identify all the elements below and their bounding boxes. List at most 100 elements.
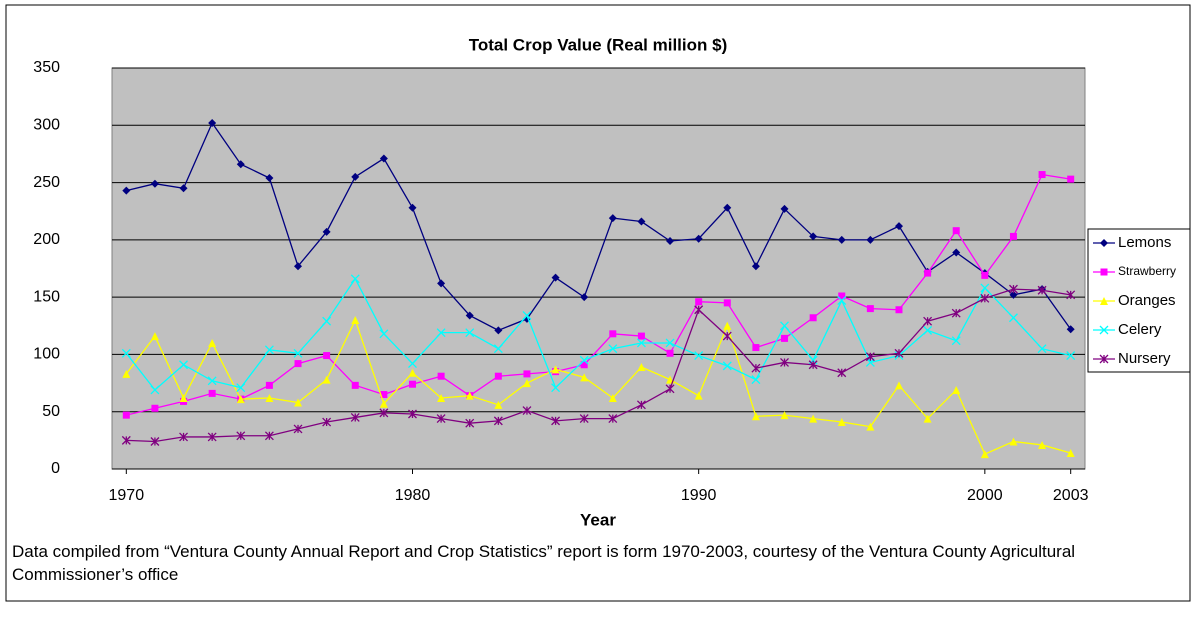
marker bbox=[924, 269, 932, 277]
marker bbox=[1037, 344, 1047, 354]
marker bbox=[723, 321, 732, 330]
marker bbox=[437, 279, 446, 288]
marker bbox=[951, 336, 961, 346]
series-line bbox=[125, 277, 1071, 391]
marker bbox=[781, 334, 789, 342]
marker bbox=[465, 418, 475, 428]
marker bbox=[207, 432, 217, 442]
marker bbox=[1038, 171, 1046, 179]
marker bbox=[351, 316, 360, 325]
marker bbox=[265, 173, 274, 182]
marker bbox=[866, 235, 875, 244]
marker bbox=[1037, 285, 1047, 295]
marker bbox=[408, 368, 417, 377]
marker bbox=[837, 418, 846, 427]
series-line bbox=[125, 318, 1071, 455]
marker bbox=[350, 412, 360, 422]
marker bbox=[695, 298, 703, 306]
marker bbox=[952, 385, 961, 394]
marker bbox=[694, 305, 704, 315]
marker bbox=[322, 417, 332, 427]
marker bbox=[1100, 239, 1108, 247]
marker bbox=[436, 414, 446, 424]
marker bbox=[437, 393, 446, 402]
marker bbox=[923, 316, 933, 326]
marker bbox=[1009, 290, 1018, 299]
marker bbox=[551, 365, 560, 374]
marker bbox=[694, 391, 703, 400]
marker bbox=[780, 204, 789, 213]
marker bbox=[236, 383, 246, 393]
marker bbox=[637, 363, 646, 372]
y-tick-label: 300 bbox=[33, 117, 60, 134]
marker bbox=[264, 431, 274, 441]
marker bbox=[1009, 437, 1018, 446]
marker bbox=[951, 308, 961, 318]
marker bbox=[379, 408, 389, 418]
x-tick-label: 1970 bbox=[109, 487, 145, 504]
marker bbox=[837, 368, 847, 378]
marker bbox=[1100, 297, 1108, 305]
marker bbox=[666, 237, 675, 246]
marker bbox=[408, 203, 417, 212]
marker bbox=[350, 274, 360, 284]
marker bbox=[694, 351, 704, 361]
marker bbox=[751, 262, 760, 271]
marker bbox=[952, 227, 960, 235]
marker bbox=[294, 398, 303, 407]
x-tick-label: 2003 bbox=[1053, 487, 1089, 504]
marker bbox=[666, 349, 674, 357]
marker bbox=[637, 332, 645, 340]
marker bbox=[894, 222, 903, 231]
marker bbox=[694, 234, 703, 243]
marker bbox=[494, 372, 502, 380]
y-tick-label: 100 bbox=[33, 346, 60, 363]
marker bbox=[637, 217, 646, 226]
marker bbox=[150, 332, 159, 341]
y-tick-label: 350 bbox=[33, 59, 60, 76]
marker bbox=[865, 352, 875, 362]
marker bbox=[722, 361, 732, 371]
marker bbox=[752, 344, 760, 352]
marker bbox=[294, 360, 302, 368]
marker bbox=[1009, 284, 1018, 294]
marker bbox=[923, 414, 932, 423]
marker bbox=[980, 450, 989, 459]
marker bbox=[208, 118, 217, 127]
y-tick-label: 50 bbox=[42, 403, 60, 420]
x-axis-label: Year bbox=[580, 510, 616, 529]
marker bbox=[980, 283, 990, 293]
marker bbox=[122, 369, 131, 378]
marker bbox=[722, 331, 732, 341]
marker bbox=[551, 383, 561, 393]
marker bbox=[436, 328, 446, 338]
marker bbox=[179, 432, 189, 442]
marker bbox=[551, 416, 561, 426]
marker bbox=[1009, 232, 1017, 240]
marker bbox=[322, 227, 331, 236]
marker bbox=[580, 373, 589, 382]
marker bbox=[980, 293, 990, 303]
x-tick-label: 1980 bbox=[395, 487, 431, 504]
marker bbox=[351, 172, 360, 181]
marker bbox=[894, 381, 903, 390]
marker bbox=[121, 435, 131, 445]
marker bbox=[465, 391, 474, 400]
marker bbox=[522, 311, 532, 320]
marker bbox=[809, 232, 818, 241]
marker bbox=[322, 316, 332, 326]
marker bbox=[323, 352, 331, 360]
marker bbox=[523, 370, 531, 378]
marker bbox=[264, 345, 274, 355]
marker bbox=[122, 186, 131, 195]
marker bbox=[809, 314, 817, 322]
marker bbox=[636, 400, 646, 410]
marker bbox=[580, 293, 589, 302]
marker bbox=[1067, 175, 1075, 183]
marker bbox=[1100, 268, 1108, 276]
marker bbox=[465, 311, 474, 320]
marker bbox=[236, 395, 245, 404]
marker bbox=[665, 384, 675, 394]
marker bbox=[236, 431, 246, 441]
marker bbox=[751, 363, 761, 373]
